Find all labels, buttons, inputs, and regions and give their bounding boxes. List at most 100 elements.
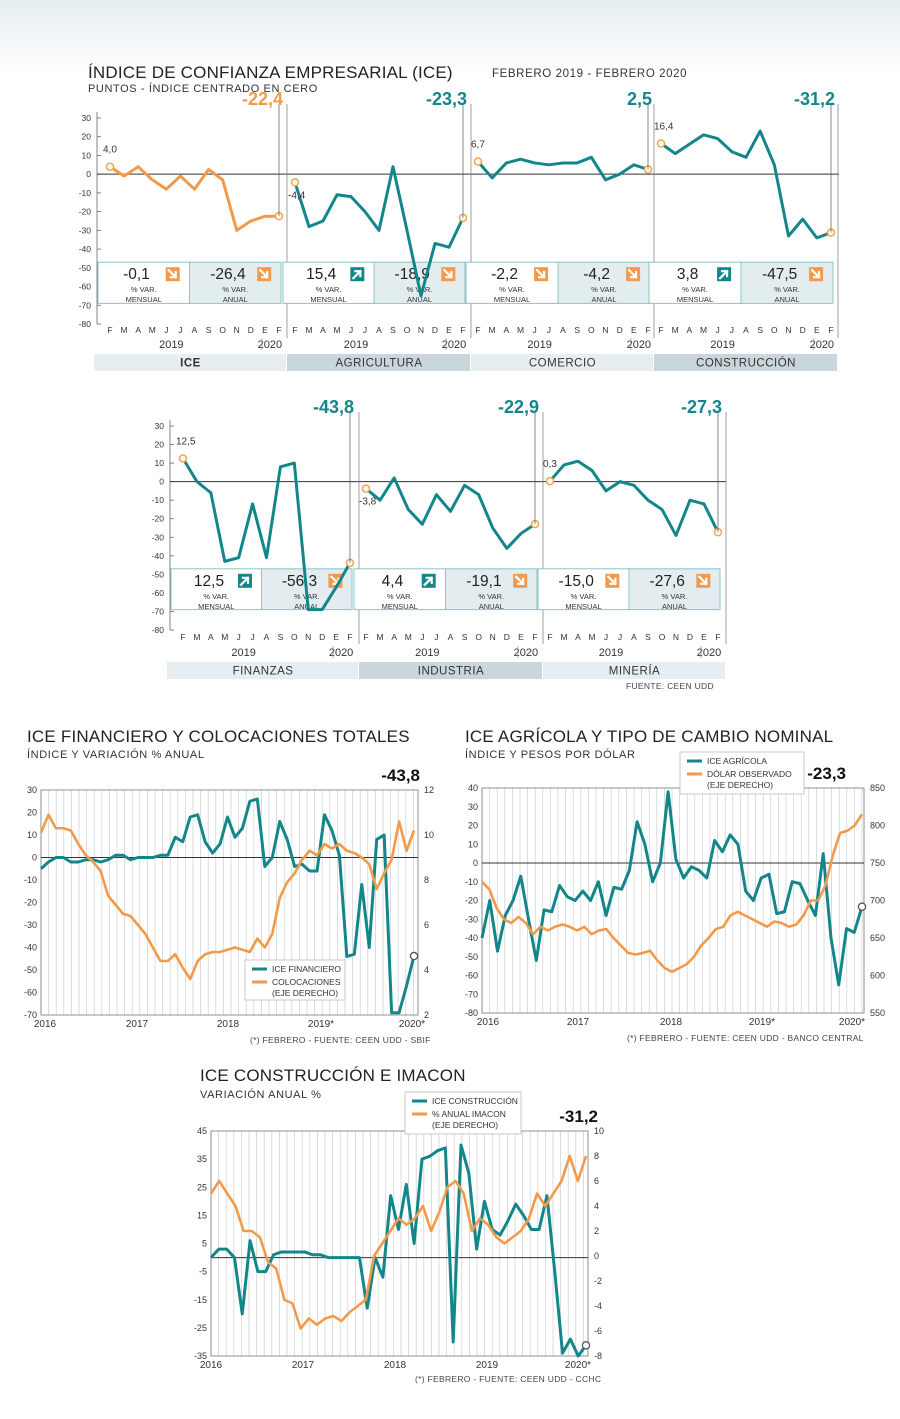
y-tick-label: 10 <box>82 150 92 160</box>
y-tick-label: 30 <box>155 421 165 431</box>
legend-label: ICE FINANCIERO <box>272 964 341 974</box>
month-label: S <box>206 325 212 335</box>
mensual-value: -0,1 <box>123 266 150 283</box>
month-label: D <box>617 325 623 335</box>
arrow-up-icon <box>717 267 732 282</box>
y-tick-label: -10 <box>24 875 37 885</box>
plot-frame <box>210 1130 589 1357</box>
end-value-label: -31,2 <box>794 89 835 109</box>
month-label: F <box>658 325 663 335</box>
month-label: N <box>490 632 496 642</box>
month-label: S <box>462 632 468 642</box>
agricola-subtitle: ÍNDICE Y PESOS POR DÓLAR <box>465 749 636 761</box>
end-point <box>581 1341 591 1350</box>
y2-tick-label: -6 <box>594 1326 602 1336</box>
sector-label: COMERCIO <box>529 358 596 370</box>
year-label: 2019 <box>344 339 368 351</box>
sector-label: CONSTRUCCIÓN <box>696 357 796 370</box>
year-label: 2020* <box>399 1019 425 1030</box>
month-label: A <box>575 632 581 642</box>
year-label: 2016 <box>200 1360 223 1371</box>
arrow-down-icon <box>626 267 641 282</box>
y-tick-label: -40 <box>24 943 37 953</box>
arrow-glyph <box>627 268 638 279</box>
month-label: E <box>446 325 452 335</box>
y-tick-label: 10 <box>468 839 478 849</box>
month-label: F <box>276 325 281 335</box>
legend-label: % ANUAL IMACON <box>432 1109 506 1119</box>
month-label: M <box>517 325 524 335</box>
arrow-down-icon <box>257 267 272 282</box>
anual-caption: % VAR. <box>662 592 688 601</box>
legend-label: COLOCACIONES <box>272 977 341 987</box>
construccion-imacon-subtitle: VARIACIÓN ANUAL % <box>200 1089 322 1101</box>
year-label: 2019 <box>476 1360 499 1371</box>
month-label: A <box>264 632 270 642</box>
month-label: D <box>687 632 693 642</box>
page-subtitle: PUNTOS - ÍNDICE CENTRADO EN CERO <box>88 83 318 95</box>
arrow-glyph <box>351 269 362 280</box>
mensual-caption: MENSUAL <box>310 295 346 304</box>
month-label: O <box>404 325 411 335</box>
year-label: 2018 <box>660 1017 683 1028</box>
y-tick-label: 20 <box>82 132 92 142</box>
y2-tick-label: 700 <box>870 896 885 906</box>
mensual-caption: % VAR. <box>316 285 342 294</box>
month-label: M <box>588 632 595 642</box>
arrow-down-icon <box>696 573 711 588</box>
legend-label: ICE CONSTRUCCIÓN <box>432 1096 518 1106</box>
month-label: J <box>533 325 537 335</box>
y2-tick-label: 10 <box>424 830 434 840</box>
series-line <box>39 797 416 1015</box>
end-value-label: -31,2 <box>559 1107 598 1126</box>
y2-tick-label: -8 <box>594 1351 602 1361</box>
sector-band <box>167 662 358 679</box>
y-tick-label: 20 <box>155 440 165 450</box>
arrow-up-icon <box>237 573 252 588</box>
start-value-label: 4,0 <box>103 145 117 156</box>
month-label: M <box>149 325 156 335</box>
y2-tick-label: 8 <box>594 1151 599 1161</box>
month-label: J <box>178 325 182 335</box>
month-label: J <box>618 632 622 642</box>
y2-tick-label: 10 <box>594 1126 604 1136</box>
month-label: D <box>432 325 438 335</box>
month-label: J <box>164 325 168 335</box>
month-label: F <box>292 325 297 335</box>
mensual-value: 15,4 <box>306 266 337 283</box>
start-point <box>290 178 300 187</box>
month-label: A <box>192 325 198 335</box>
month-label: J <box>730 325 734 335</box>
year-label: 2019 <box>710 339 734 351</box>
y2-tick-label: 12 <box>424 785 434 795</box>
year-label: 2017 <box>567 1017 590 1028</box>
start-value-label: 12,5 <box>176 436 196 447</box>
month-label: S <box>645 632 651 642</box>
sector-label: AGRICULTURA <box>335 358 422 370</box>
year-label: 2019* <box>308 1019 334 1030</box>
month-label: S <box>390 325 396 335</box>
series-line <box>39 813 416 981</box>
mensual-caption: MENSUAL <box>494 295 530 304</box>
month-label: F <box>715 632 720 642</box>
month-label: M <box>700 325 707 335</box>
year-label: 2019 <box>599 647 623 659</box>
month-label: N <box>234 325 240 335</box>
plot-frame <box>481 787 865 1014</box>
anual-caption: % VAR. <box>591 285 617 294</box>
mensual-caption: MENSUAL <box>382 602 418 611</box>
sector-label: ICE <box>180 358 201 370</box>
mensual-caption: % VAR. <box>203 592 229 601</box>
mensual-box <box>97 261 190 304</box>
month-label: J <box>237 632 241 642</box>
arrow-glyph <box>258 268 269 279</box>
y-tick-label: 25 <box>197 1182 207 1192</box>
mensual-caption: % VAR. <box>499 285 525 294</box>
month-label: E <box>518 632 524 642</box>
month-label: M <box>221 632 228 642</box>
anual-value: -26,4 <box>210 266 246 283</box>
mensual-caption: MENSUAL <box>565 602 601 611</box>
anual-caption: % VAR. <box>222 285 248 294</box>
y-tick-label: -70 <box>465 989 478 999</box>
